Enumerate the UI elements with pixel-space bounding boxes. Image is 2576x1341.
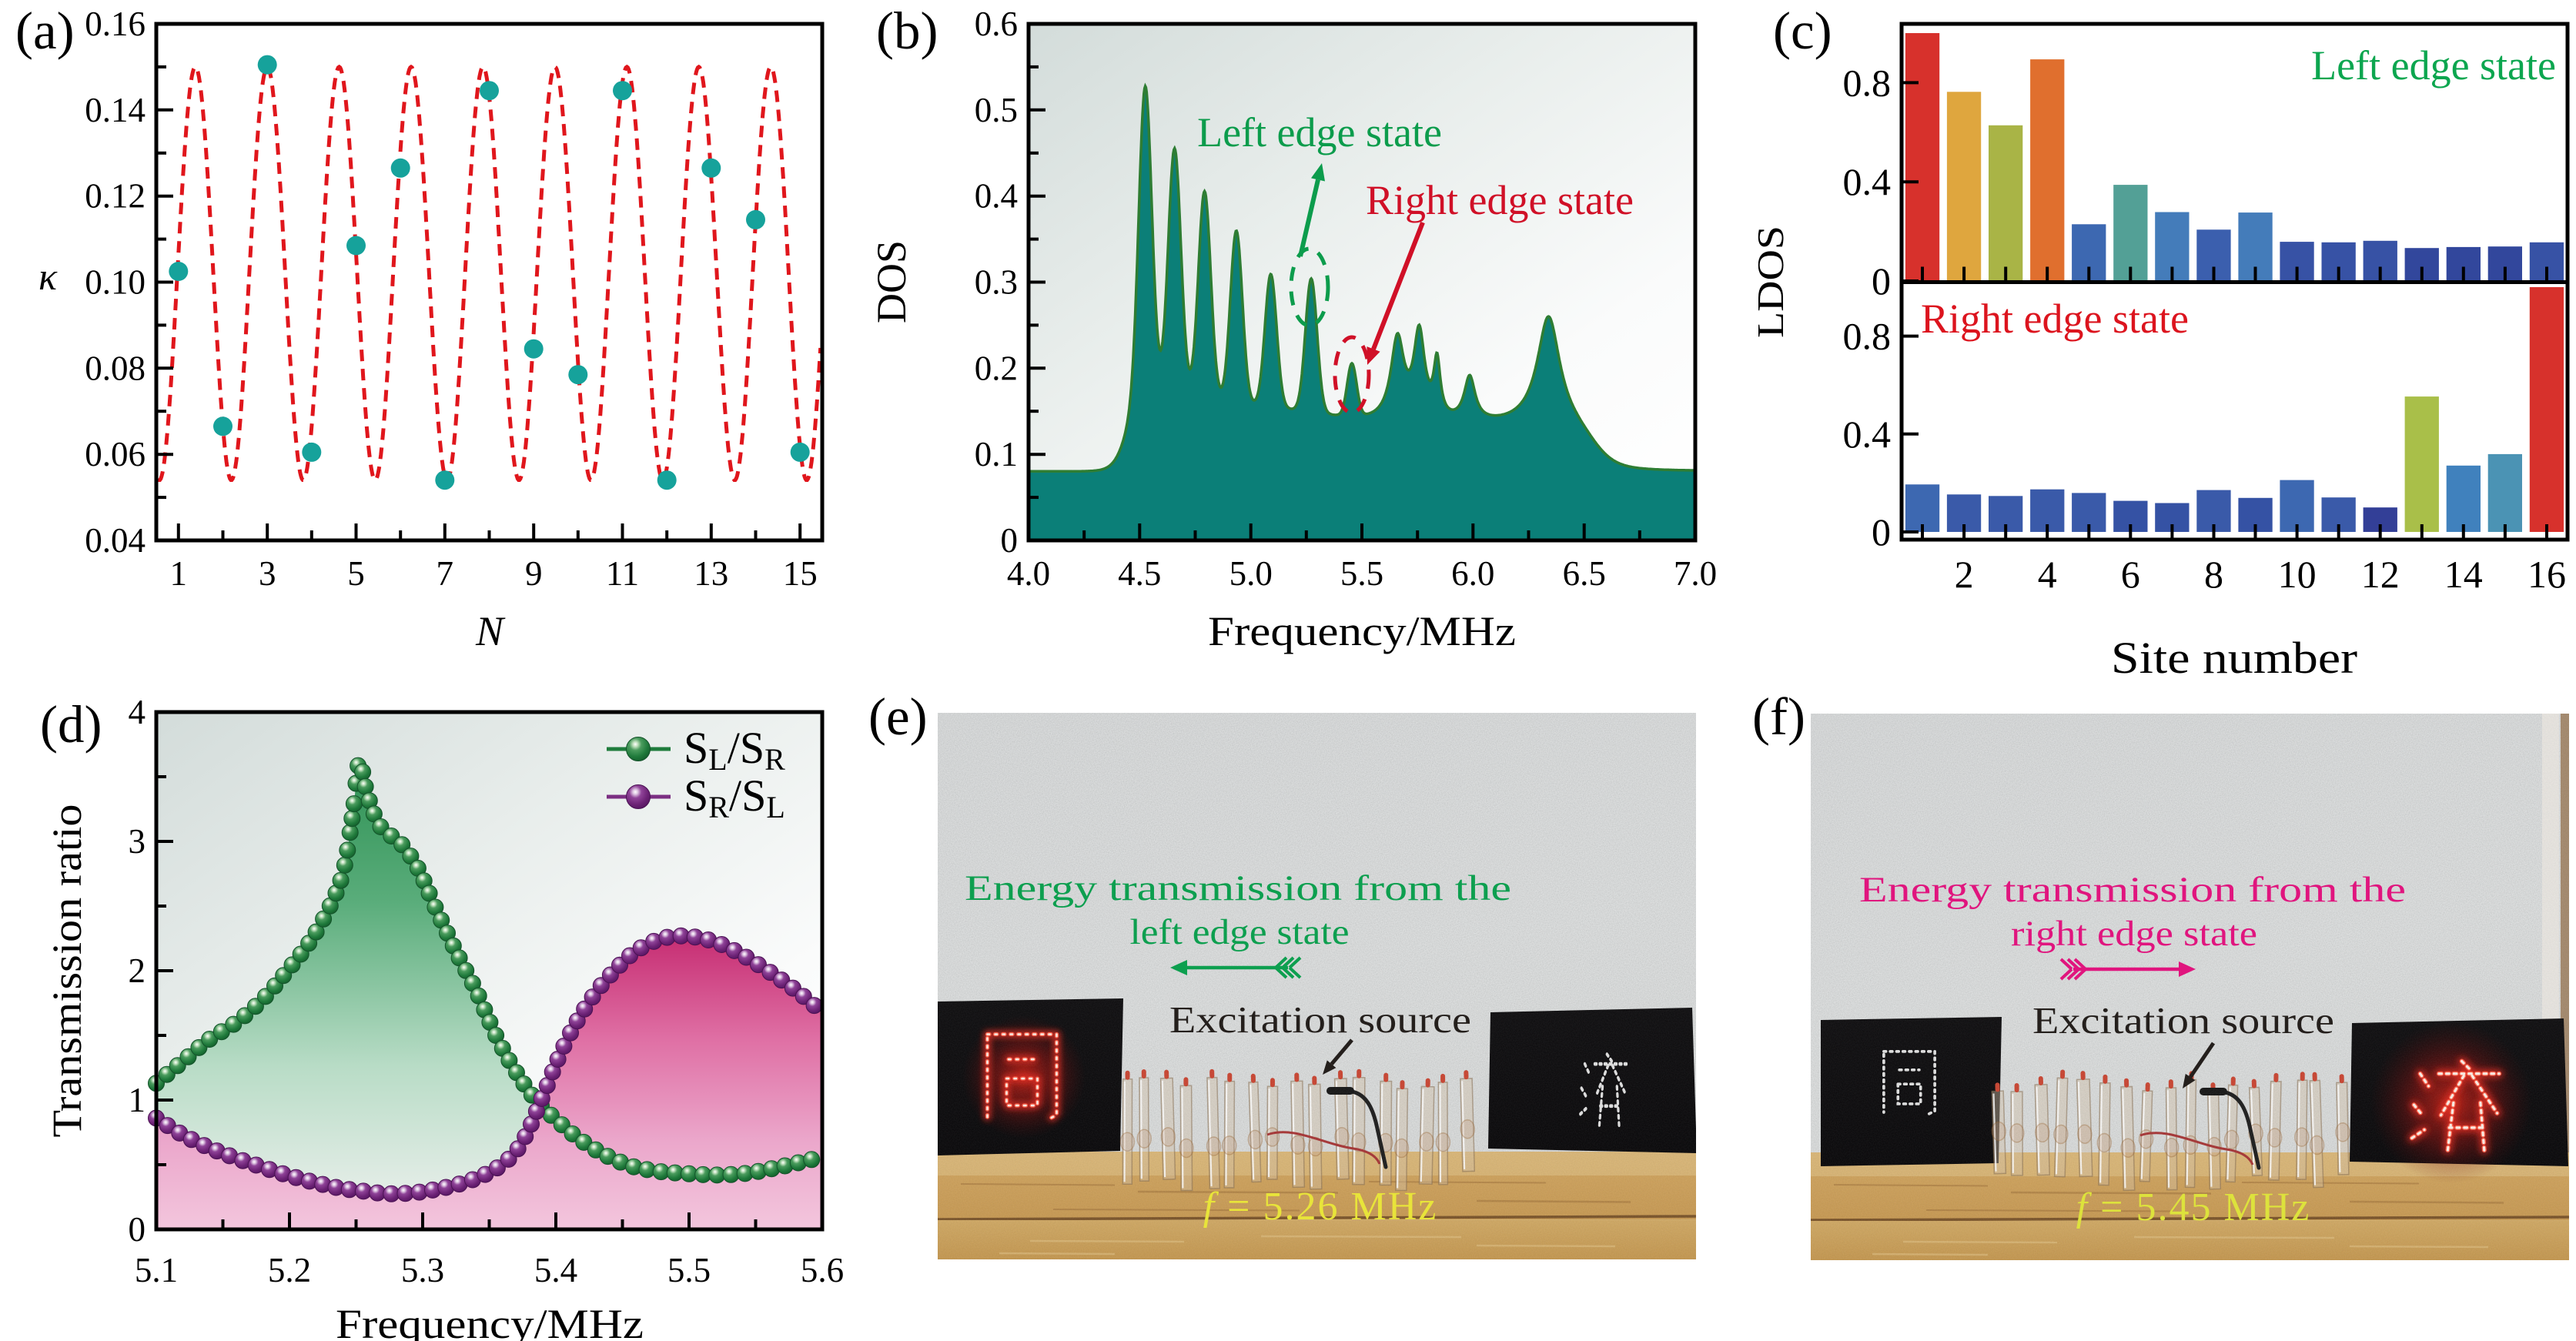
svg-text:Frequency/MHz: Frequency/MHz [1208,608,1516,654]
svg-text:0.16: 0.16 [85,5,146,43]
svg-text:0.2: 0.2 [975,349,1018,387]
svg-text:0: 0 [129,1210,146,1249]
svg-text:0.08: 0.08 [85,349,146,387]
svg-text:0.4: 0.4 [1843,413,1892,456]
svg-text:6.0: 6.0 [1451,554,1494,593]
svg-text:0: 0 [1872,259,1891,303]
svg-text:Energy transmission from the: Energy transmission from the [1859,870,2406,910]
svg-text:0.4: 0.4 [975,177,1018,216]
svg-text:9: 9 [525,554,543,593]
svg-text:5: 5 [347,554,365,593]
svg-text:(f): (f) [1752,687,1805,746]
svg-text:1: 1 [170,554,188,593]
svg-text:5.5: 5.5 [667,1251,711,1289]
svg-text:5.2: 5.2 [268,1251,311,1289]
svg-text:2: 2 [129,951,146,990]
svg-text:0.04: 0.04 [85,521,146,560]
svg-text:0.14: 0.14 [85,91,146,129]
svg-text:(a): (a) [15,2,75,60]
svg-text:4.0: 4.0 [1007,554,1050,593]
svg-text:0.6: 0.6 [975,5,1018,43]
svg-text:1: 1 [129,1081,146,1119]
svg-text:0: 0 [1001,521,1019,560]
svg-text:7.0: 7.0 [1674,554,1717,593]
svg-text:11: 11 [606,554,639,593]
svg-text:5.3: 5.3 [401,1251,444,1289]
svg-text:0: 0 [1872,510,1891,553]
svg-text:κ: κ [38,255,58,298]
svg-text:LDOS: LDOS [1749,226,1791,338]
svg-text:4: 4 [2038,553,2057,596]
svg-text:(e): (e) [868,687,928,746]
svg-text:0.3: 0.3 [975,263,1018,302]
svg-text:6.5: 6.5 [1563,554,1606,593]
svg-text:0.1: 0.1 [975,435,1018,473]
svg-text:8: 8 [2204,553,2223,596]
svg-text:16: 16 [2527,553,2566,596]
svg-text:Right edge state: Right edge state [1921,296,2189,342]
svg-text:5.6: 5.6 [801,1251,844,1289]
svg-text:Transmission ratio: Transmission ratio [44,804,90,1138]
svg-text:(c): (c) [1773,2,1832,60]
svg-text:0.5: 0.5 [975,91,1018,129]
svg-text:4: 4 [129,693,146,731]
svg-text:Left edge state: Left edge state [1197,109,1442,156]
svg-text:3: 3 [129,822,146,861]
svg-text:f = 5.26 MHz: f = 5.26 MHz [1203,1185,1438,1229]
svg-text:0.8: 0.8 [1843,61,1892,104]
svg-text:DOS: DOS [868,240,915,323]
svg-text:0.12: 0.12 [85,177,146,216]
svg-text:0.4: 0.4 [1843,160,1892,203]
svg-text:10: 10 [2278,553,2317,596]
svg-text:6: 6 [2121,553,2140,596]
svg-text:left edge state: left edge state [1130,912,1350,952]
svg-text:4.5: 4.5 [1118,554,1161,593]
svg-text:Energy transmission from the: Energy transmission from the [965,868,1511,908]
svg-text:5.0: 5.0 [1229,554,1273,593]
svg-text:right edge state: right edge state [2011,914,2257,954]
svg-text:(d): (d) [40,695,102,754]
svg-text:N: N [475,608,506,654]
svg-text:Left edge state: Left edge state [2311,42,2556,89]
svg-text:0.10: 0.10 [85,263,146,302]
svg-text:f = 5.45 MHz: f = 5.45 MHz [2076,1185,2311,1229]
svg-text:Frequency/MHz: Frequency/MHz [336,1301,644,1341]
svg-text:Right edge state: Right edge state [1366,177,1634,223]
svg-text:Excitation source: Excitation source [1169,998,1471,1041]
svg-text:14: 14 [2444,553,2483,596]
svg-text:SL/SR: SL/SR [684,723,785,777]
svg-text:5.4: 5.4 [534,1251,577,1289]
svg-text:3: 3 [259,554,276,593]
svg-text:5.1: 5.1 [135,1251,178,1289]
svg-text:12: 12 [2361,553,2400,596]
svg-text:Excitation source: Excitation source [2032,999,2334,1042]
svg-text:5.5: 5.5 [1340,554,1383,593]
svg-text:15: 15 [783,554,818,593]
svg-text:0.06: 0.06 [85,435,146,473]
svg-text:(b): (b) [876,2,938,60]
svg-text:Site number: Site number [2111,633,2357,683]
svg-text:13: 13 [694,554,728,593]
svg-text:0.8: 0.8 [1843,315,1892,358]
svg-text:2: 2 [1955,553,1974,596]
svg-text:7: 7 [437,554,454,593]
